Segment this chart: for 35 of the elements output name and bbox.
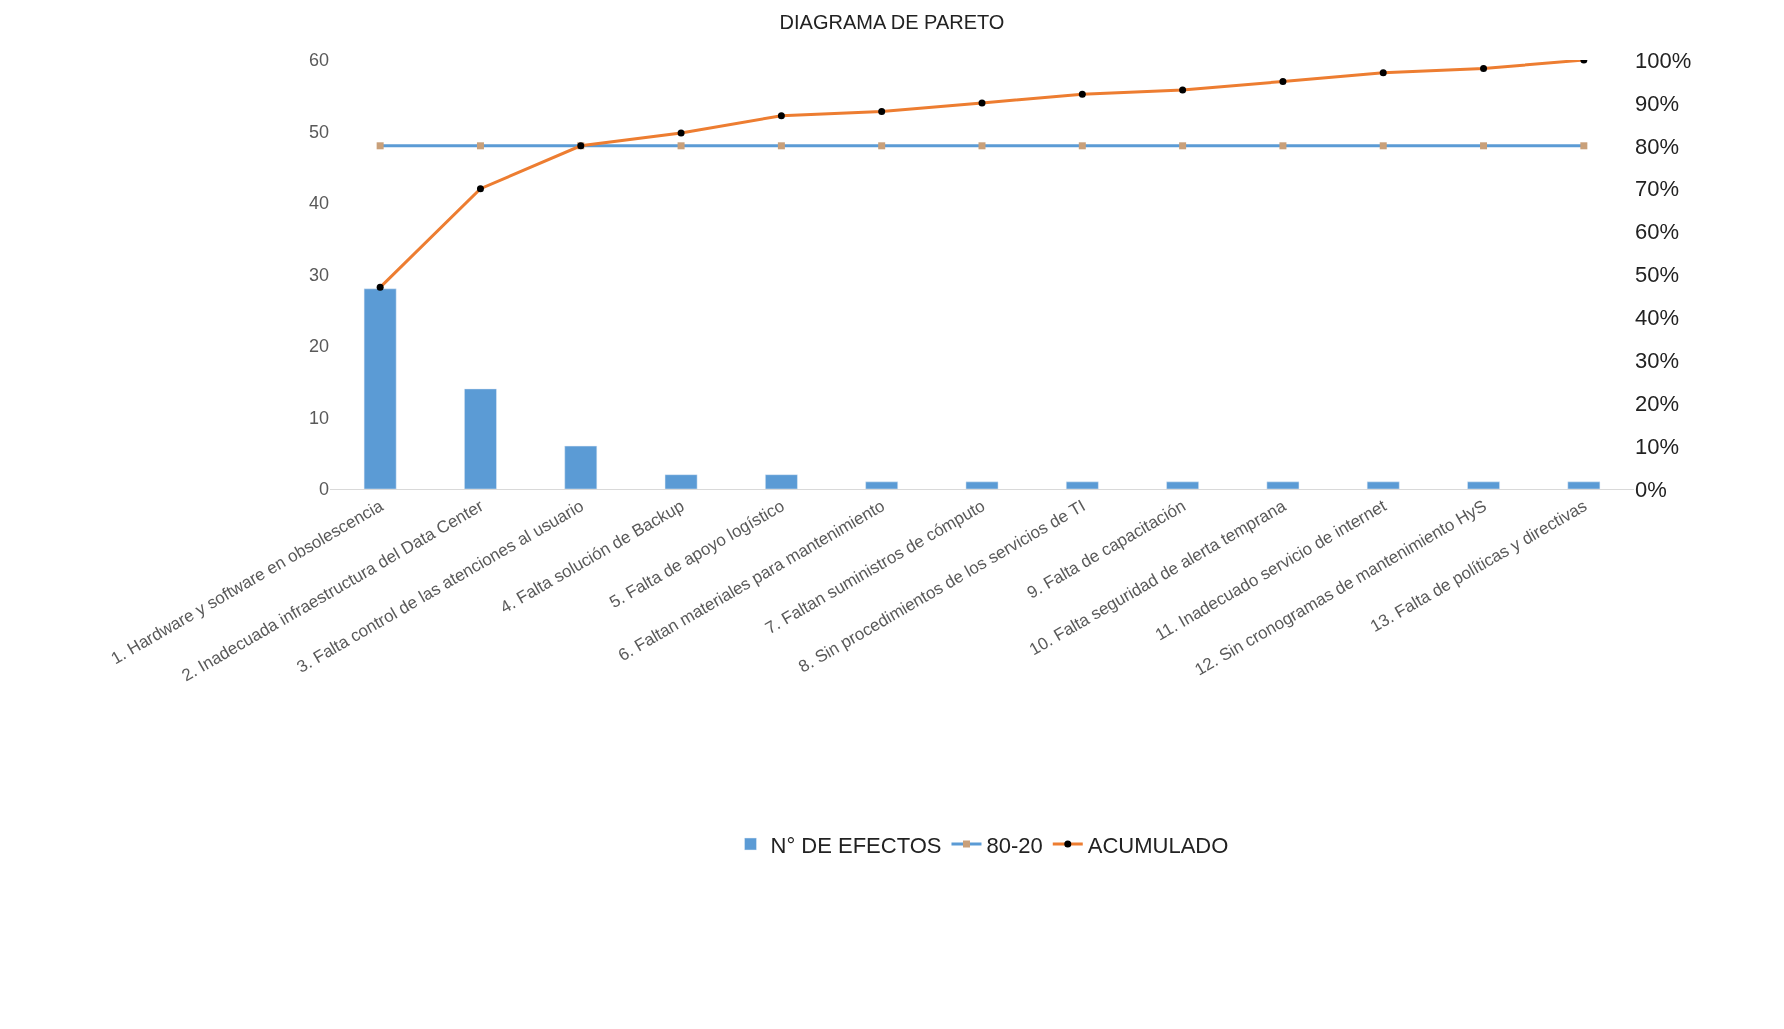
y-tick-label: 30 [308, 264, 329, 285]
y-tick-label: 50 [308, 121, 329, 142]
bar [1567, 481, 1601, 489]
y2-tick-label: 10% [1635, 433, 1680, 459]
y-tick-label: 40 [308, 193, 329, 214]
bar [1166, 481, 1199, 489]
bar [1266, 481, 1300, 489]
y2-tick-label: 30% [1635, 348, 1680, 373]
bar [965, 481, 999, 489]
y2-tick-label: 90% [1635, 90, 1680, 116]
bar [1467, 481, 1500, 489]
legend-label: N° DE EFECTOS [770, 832, 942, 858]
bar [464, 388, 497, 489]
legend-label: 80-20 [986, 832, 1043, 858]
bar [564, 445, 598, 489]
chart-title: DIAGRAMA DE PARETO [779, 11, 1005, 34]
bar [1366, 481, 1400, 489]
bar [363, 288, 397, 489]
bar [664, 474, 698, 489]
y2-tick-label: 50% [1635, 262, 1680, 288]
y2-tick-label: 80% [1635, 133, 1680, 159]
y-tick-label: 0 [318, 479, 329, 500]
y2-tick-label: 60% [1635, 219, 1680, 245]
bar [1066, 481, 1099, 489]
y2-tick-label: 100% [1635, 47, 1692, 73]
y2-tick-label: 40% [1635, 305, 1680, 331]
y-tick-label: 60 [308, 50, 329, 71]
y2-tick-label: 20% [1635, 390, 1680, 416]
y2-tick-label: 70% [1635, 176, 1680, 202]
y-tick-label: 20 [308, 336, 329, 357]
bar [865, 481, 898, 489]
y2-tick-label: 0% [1635, 476, 1667, 502]
legend-label: ACUMULADO [1087, 832, 1229, 858]
y-tick-label: 10 [308, 407, 329, 428]
bar [765, 474, 798, 489]
